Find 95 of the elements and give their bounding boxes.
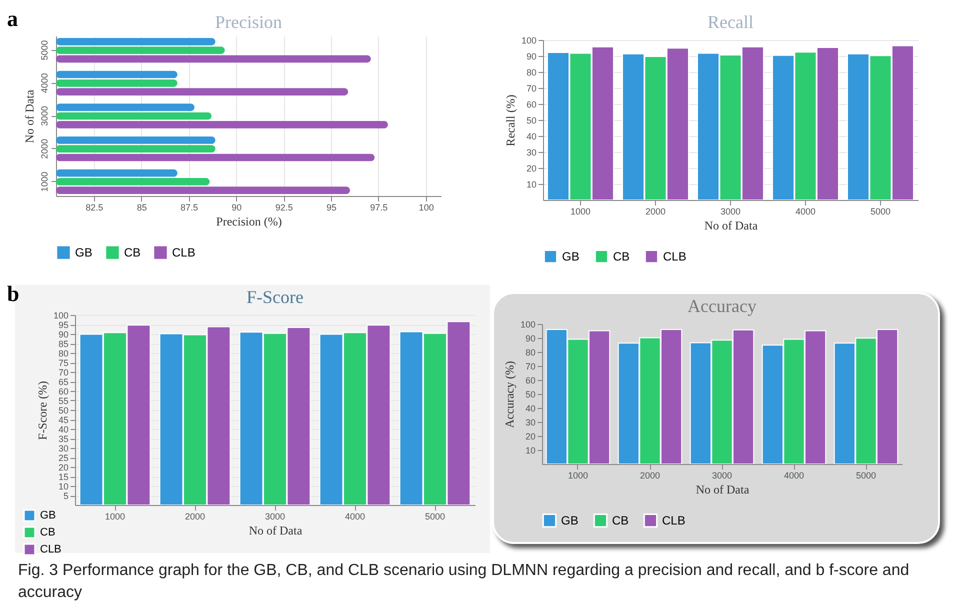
y-tick-label: 80: [58, 348, 68, 358]
y-tick-label: 30: [525, 418, 536, 428]
y-axis-title: F-Score (%): [35, 381, 50, 440]
y-tick-label: 5: [63, 491, 68, 501]
chart-title: Recall: [708, 12, 754, 32]
caption: Fig. 3 Performance graph for the GB, CB, and CLB scenario using DLMNN regarding a precision and recall, and b f-score and accuracy: [18, 561, 910, 603]
y-tick-label: 40: [525, 404, 536, 414]
text: b: [7, 281, 20, 307]
x-tick-label: 5000: [424, 512, 446, 522]
x-axis-title: No of Data: [696, 482, 750, 496]
x-tick-label: 1000: [104, 512, 126, 522]
x-tick-label: 2000: [645, 206, 666, 216]
legend-label: CLB: [662, 514, 686, 528]
legend-label: GB: [562, 250, 580, 264]
legend-label: GB: [561, 514, 578, 528]
y-tick-label: 50: [526, 116, 536, 126]
y-tick-label: 55: [58, 396, 68, 406]
y-tick-label: 10: [58, 482, 68, 492]
legend-label: CB: [40, 526, 56, 538]
y-tick-label: 90: [526, 52, 536, 62]
x-axis-title: No of Data: [704, 218, 758, 232]
text: a: [7, 6, 18, 32]
x-tick-label: 2000: [640, 470, 660, 480]
x-tick-label: 1000: [568, 470, 588, 480]
y-tick-label: 35: [58, 434, 68, 444]
x-axis-title: Precision (%): [216, 214, 282, 228]
y-tick-label: 10: [525, 446, 536, 456]
legend-label: GB: [40, 510, 56, 522]
y-tick-label: 100: [521, 36, 536, 46]
y-tick-label: 20: [526, 164, 536, 174]
y-tick-label: 45: [58, 415, 68, 425]
x-tick-label: 100: [418, 202, 434, 212]
legend-label: CLB: [40, 544, 62, 556]
y-axis-title: No of Data: [22, 89, 36, 144]
legend-label: CLB: [663, 250, 686, 264]
y-tick-label: 20: [58, 462, 68, 472]
chart-title: Accuracy: [688, 296, 756, 316]
y-tick-label: 90: [525, 334, 536, 344]
y-tick-label: 1000: [40, 172, 50, 192]
y-tick-label: 10: [526, 180, 536, 190]
y-tick-label: 40: [526, 132, 536, 142]
y-tick-label: 100: [53, 310, 68, 320]
y-axis-title: Accuracy (%): [502, 361, 516, 428]
x-tick-label: 97.5: [370, 202, 388, 212]
x-tick-label: 5000: [856, 470, 876, 480]
y-tick-label: 20: [525, 432, 536, 442]
x-axis-title: No of Data: [248, 524, 303, 538]
x-tick-label: 87.5: [180, 202, 198, 212]
y-tick-label: 50: [525, 390, 536, 400]
y-tick-label: 40: [58, 424, 68, 434]
x-tick-label: 4000: [784, 470, 804, 480]
x-tick-label: 4000: [344, 512, 366, 522]
y-tick-label: 75: [58, 358, 68, 368]
y-tick-label: 2000: [40, 138, 50, 159]
y-tick-label: 30: [526, 148, 536, 158]
chart-title: Precision: [215, 12, 282, 32]
legend-label: GB: [75, 246, 92, 260]
x-tick-label: 4000: [795, 206, 816, 216]
y-tick-label: 70: [526, 84, 536, 94]
x-tick-label: 2000: [184, 512, 206, 522]
x-tick-label: 90: [232, 202, 242, 212]
y-tick-label: 70: [58, 368, 68, 378]
legend-label: CB: [613, 250, 630, 264]
y-tick-label: 90: [58, 330, 68, 340]
x-tick-label: 92.5: [275, 202, 293, 212]
x-tick-label: 82.5: [86, 202, 104, 212]
y-tick-label: 5000: [40, 40, 50, 60]
y-axis-title: Recall (%): [503, 94, 518, 146]
x-tick-label: 1000: [570, 206, 591, 216]
x-tick-label: 85: [136, 202, 147, 212]
y-tick-label: 50: [58, 406, 68, 416]
x-tick-label: 3000: [712, 470, 732, 480]
y-tick-label: 30: [58, 444, 68, 454]
chart-title: F-Score: [246, 287, 304, 307]
legend-label: CB: [612, 514, 629, 528]
y-tick-label: 60: [525, 376, 536, 386]
x-tick-label: 3000: [720, 206, 741, 216]
y-tick-label: 80: [525, 348, 536, 358]
y-tick-label: 25: [58, 453, 68, 463]
y-tick-label: 15: [58, 472, 68, 482]
y-tick-label: 3000: [40, 106, 50, 126]
y-tick-label: 65: [58, 377, 68, 387]
x-tick-label: 5000: [870, 206, 891, 216]
y-tick-label: 95: [58, 320, 68, 330]
y-tick-label: 70: [525, 362, 536, 372]
y-tick-label: 4000: [40, 73, 50, 94]
x-tick-label: 95: [326, 202, 337, 212]
y-tick-label: 80: [526, 68, 536, 78]
x-tick-label: 3000: [264, 512, 286, 522]
legend-label: CLB: [172, 246, 196, 260]
y-tick-label: 60: [58, 386, 68, 396]
y-tick-label: 100: [520, 320, 536, 330]
y-tick-label: 85: [58, 339, 68, 349]
legend-label: CB: [124, 246, 141, 260]
y-tick-label: 60: [526, 100, 536, 110]
